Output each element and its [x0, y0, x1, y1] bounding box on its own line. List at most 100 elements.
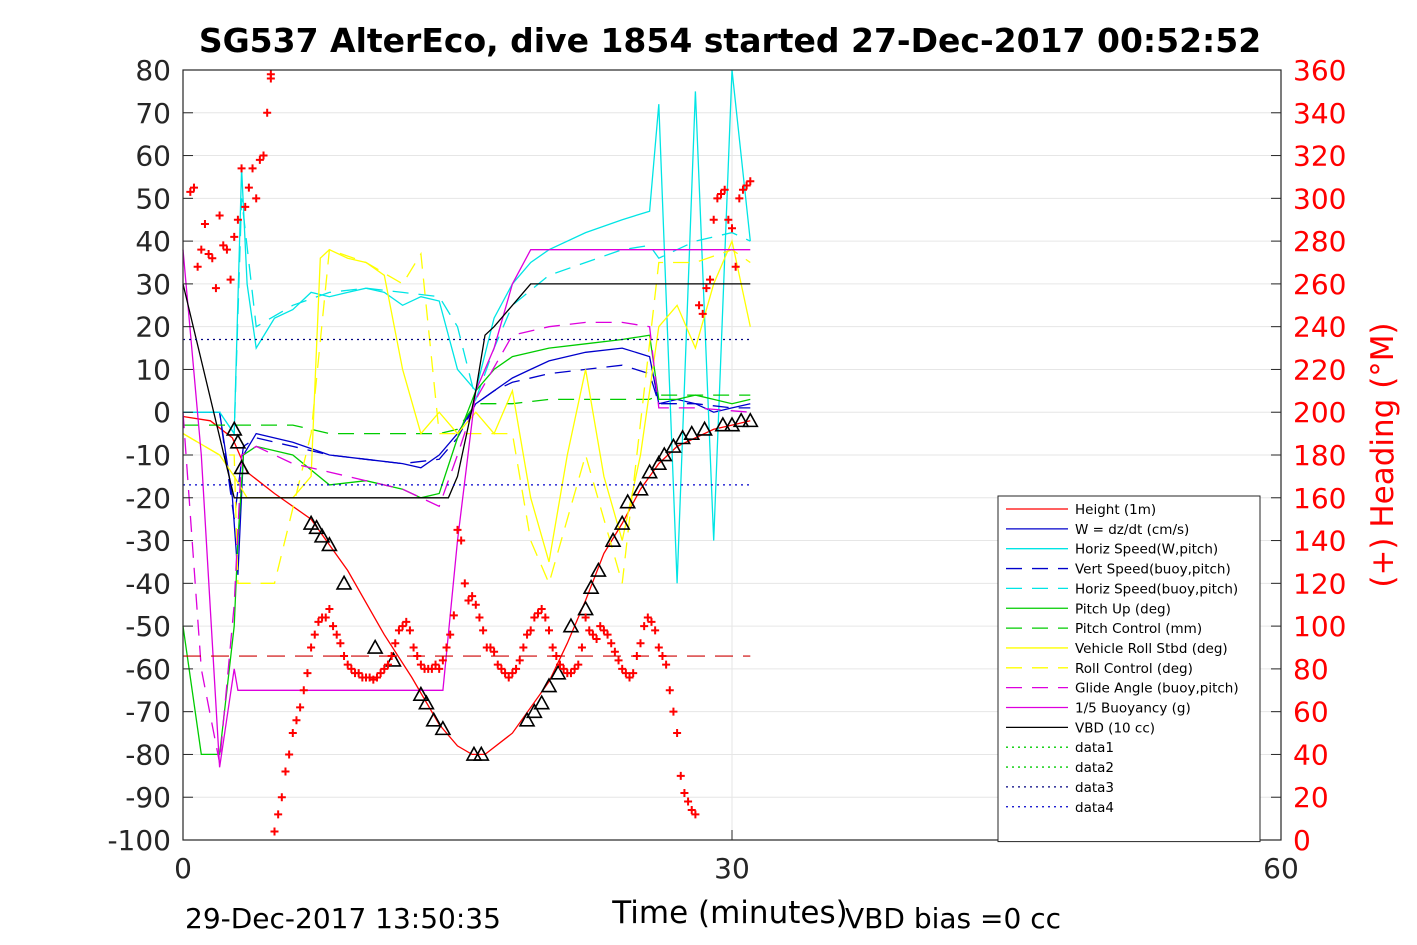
legend-label: data4 [1075, 800, 1114, 816]
heading-marker [233, 215, 242, 224]
legend-label: Roll Control (deg) [1075, 661, 1193, 677]
heading-marker [680, 788, 689, 797]
series-line-2 [183, 347, 751, 575]
heading-marker [211, 284, 220, 293]
y-tick-label: -30 [125, 525, 171, 558]
heading-marker [742, 181, 751, 190]
y2-tick-label: 220 [1293, 353, 1346, 386]
legend-label: Pitch Up (deg) [1075, 601, 1171, 617]
series-line-3 [183, 69, 751, 584]
heading-marker [501, 669, 510, 678]
heading-marker [479, 626, 488, 635]
heading-marker [545, 626, 553, 635]
heading-marker [651, 626, 660, 635]
y2-tick-label: 40 [1293, 738, 1329, 771]
legend-box [997, 495, 1261, 843]
heading-marker [416, 660, 425, 669]
triangle-marker [412, 685, 430, 701]
triangle-marker [540, 677, 558, 693]
triangle-marker [335, 574, 353, 590]
y2-tick-label: 340 [1293, 97, 1346, 130]
triangle-marker [308, 519, 325, 535]
heading-marker [581, 613, 590, 622]
markers-layer [186, 70, 759, 836]
footer-vbd-bias: VBD bias =0 cc [845, 902, 1061, 935]
heading-marker [449, 611, 458, 620]
heading-marker [669, 707, 678, 716]
heading-marker [299, 686, 308, 695]
heading-marker [548, 643, 557, 652]
heading-marker [321, 613, 330, 622]
heading-marker [603, 630, 612, 639]
y-tick-label: 20 [135, 311, 171, 344]
heading-marker [665, 686, 674, 695]
right-axis-label: (+) Heading (°M) [1365, 322, 1401, 587]
heading-marker [325, 605, 334, 613]
heading-marker [504, 673, 513, 682]
heading-marker [413, 652, 422, 661]
y2-tick-label: 360 [1293, 54, 1346, 87]
heading-marker [405, 626, 414, 635]
legend-label: Glide Angle (buoy,pitch) [1075, 681, 1239, 697]
heading-marker [654, 643, 663, 652]
y-tick-label: 0 [153, 396, 171, 429]
heading-marker [695, 301, 704, 310]
y-tick-label: -50 [125, 610, 171, 643]
heading-marker [588, 630, 597, 639]
heading-marker [555, 660, 564, 669]
heading-marker [541, 613, 550, 622]
legend-label: Vert Speed(buoy,pitch) [1075, 562, 1231, 578]
heading-marker [193, 262, 202, 271]
y-tick-label: 40 [135, 225, 171, 258]
x-tick-label: 30 [714, 852, 750, 885]
heading-marker [226, 275, 235, 284]
triangle-marker [562, 617, 580, 633]
heading-marker [292, 716, 301, 725]
series-line-10 [182, 321, 751, 764]
heading-marker [453, 525, 462, 534]
heading-marker [658, 652, 667, 661]
heading-marker [596, 622, 605, 631]
heading-marker [303, 669, 312, 678]
heading-marker [471, 600, 480, 609]
heading-marker [724, 215, 733, 224]
triangle-marker [650, 454, 668, 470]
heading-marker [398, 622, 407, 631]
triangle-marker [613, 514, 631, 530]
heading-marker [702, 284, 711, 293]
triangle-marker [619, 493, 637, 509]
triangle-marker [549, 664, 567, 680]
heading-marker [259, 151, 268, 160]
heading-marker [534, 609, 543, 618]
heading-marker [354, 669, 363, 678]
y-tick-label: 80 [135, 54, 171, 87]
legend-label: Horiz Speed(W,pitch) [1075, 542, 1218, 558]
triangle-marker [665, 437, 682, 453]
y-tick-label: -80 [125, 738, 171, 771]
x-tick-label: 0 [174, 852, 192, 885]
heading-marker [208, 254, 217, 263]
y2-tick-label: 180 [1293, 439, 1346, 472]
legend-label: data2 [1075, 760, 1114, 776]
triangle-marker [683, 424, 701, 441]
heading-marker [684, 797, 693, 806]
heading-marker [237, 164, 246, 173]
heading-marker [614, 656, 623, 665]
heading-marker [241, 202, 250, 211]
heading-marker [460, 579, 469, 588]
series-line-9 [182, 248, 751, 586]
heading-marker [625, 673, 634, 682]
triangle-marker [313, 527, 331, 543]
heading-marker [288, 729, 297, 738]
triangle-marker [233, 459, 250, 475]
heading-marker [372, 673, 381, 682]
heading-marker [222, 245, 231, 254]
triangle-marker [714, 416, 732, 432]
heading-marker [186, 187, 195, 196]
heading-marker [230, 232, 239, 241]
heading-marker [204, 249, 213, 258]
heading-marker [687, 806, 696, 815]
heading-marker [307, 643, 316, 652]
triangle-marker [385, 651, 402, 667]
